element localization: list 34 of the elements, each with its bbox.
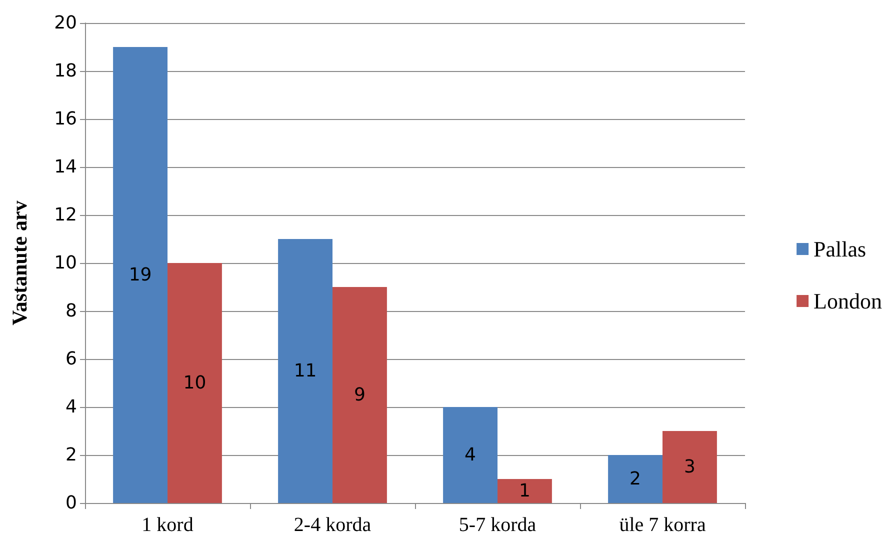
data-label: 11: [294, 360, 317, 382]
bar: [498, 479, 552, 503]
y-tick-label: 4: [66, 396, 77, 418]
data-label: 4: [464, 444, 476, 466]
y-tick-label: 18: [54, 60, 77, 82]
y-tick-label: 8: [66, 300, 77, 322]
data-label: 19: [128, 264, 152, 286]
x-tick-label: 5-7 korda: [458, 514, 536, 536]
y-tick-label: 2: [66, 444, 77, 466]
y-tick-label: 14: [54, 156, 77, 178]
x-tick-label: 1 kord: [142, 514, 194, 536]
y-tick-label: 6: [66, 348, 77, 370]
legend-label: London: [814, 288, 882, 314]
y-tick-label: 0: [66, 492, 77, 514]
y-tick-label: 20: [54, 12, 77, 34]
y-axis-title: Vastanute arv: [8, 200, 32, 326]
data-label: 10: [183, 372, 206, 394]
bar: [113, 47, 168, 503]
x-tick-label: 2-4 korda: [294, 514, 372, 536]
y-tick-label: 16: [54, 108, 77, 130]
y-tick-label: 12: [54, 204, 77, 226]
bar: [168, 263, 222, 503]
bar: [662, 431, 717, 503]
y-tick-label: 10: [54, 252, 77, 274]
bar: [443, 407, 498, 503]
bar: [608, 455, 662, 503]
x-tick-label: üle 7 korra: [619, 514, 706, 536]
legend-label: Pallas: [814, 236, 866, 262]
data-label: 9: [354, 384, 366, 406]
bar: [332, 287, 387, 503]
bar: [278, 239, 332, 503]
data-label: 2: [630, 468, 641, 490]
data-label: 3: [684, 456, 696, 478]
data-label: 1: [519, 480, 530, 502]
